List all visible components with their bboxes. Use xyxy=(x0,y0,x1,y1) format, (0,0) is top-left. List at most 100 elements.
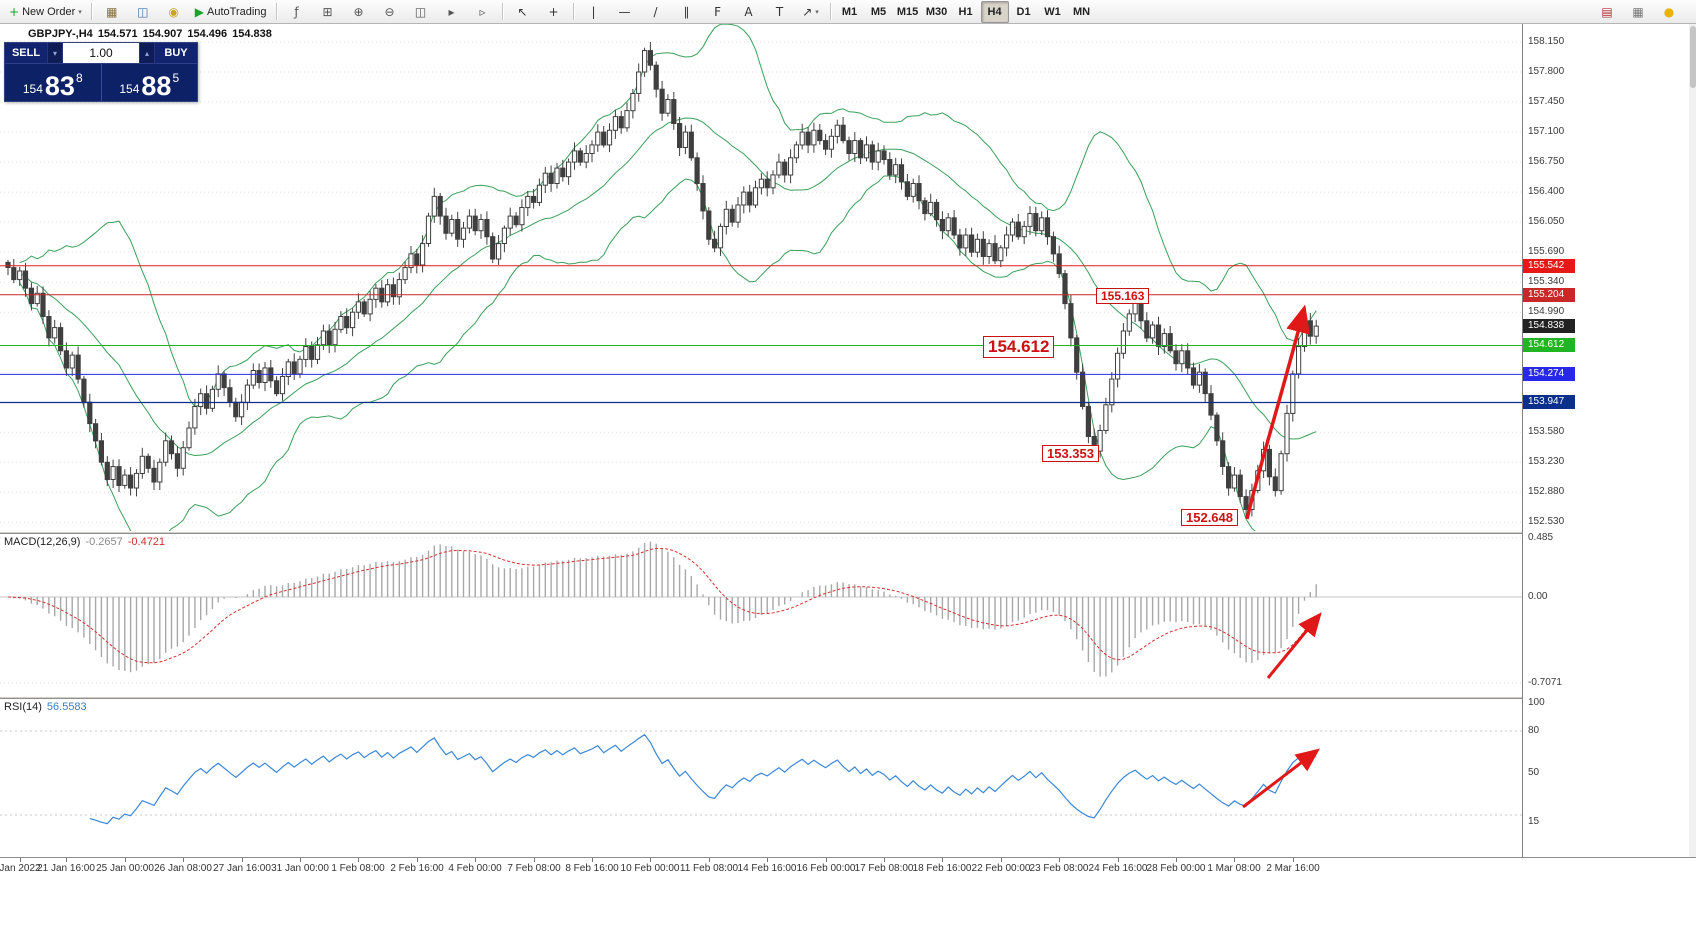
macd-name-label: MACD(12,26,9) xyxy=(4,536,81,548)
dropdown-arrow-icon: ▾ xyxy=(78,7,82,16)
chart-shift-button[interactable]: ▹ xyxy=(468,1,498,23)
time-axis[interactable]: Jan 2022 21 Jan 16:00 25 Jan 00:00 26 Jan 0… xyxy=(0,857,1696,880)
news-icon: ▤ xyxy=(1601,4,1613,19)
channel-button[interactable]: ∥ xyxy=(672,1,702,23)
time-tick xyxy=(20,858,21,862)
tf-m5-button[interactable]: M5 xyxy=(865,1,893,23)
time-tick-label: 27 Jan 16:00 xyxy=(213,863,271,874)
tf-m30-button[interactable]: M30 xyxy=(923,1,951,23)
time-tick-label: 7 Feb 08:00 xyxy=(507,863,561,874)
time-tick xyxy=(358,858,359,862)
crosshair-button[interactable]: + xyxy=(539,1,569,23)
horizontal-line-button[interactable]: — xyxy=(610,1,640,23)
tf-h4-button[interactable]: H4 xyxy=(980,0,1009,23)
buy-button[interactable]: BUY xyxy=(155,43,197,63)
alerts-button[interactable]: ◉ xyxy=(159,1,189,23)
bid-price[interactable]: 154 83 8 xyxy=(5,64,102,101)
one-click-trading-widget[interactable]: SELL ▾ 1.00 ▴ BUY 154 83 8 154 88 5 xyxy=(4,42,198,102)
price-tick-label: 156.400 xyxy=(1528,186,1565,197)
time-tick-label: 1 Feb 08:00 xyxy=(331,863,385,874)
tile-windows-button[interactable]: ◫ xyxy=(406,1,436,23)
price-annotation[interactable]: 155.163 xyxy=(1096,288,1150,304)
price-annotation[interactable]: 153.353 xyxy=(1042,445,1099,462)
shapes-button[interactable]: ↗ ▾ xyxy=(796,1,826,23)
time-tick-label: 1 Mar 08:00 xyxy=(1207,863,1261,874)
notifications-button[interactable]: ● xyxy=(1654,1,1684,23)
profiles-button[interactable]: ◫ xyxy=(128,1,158,23)
ask-big-digits: 88 xyxy=(141,71,172,102)
ask-pip-digit: 5 xyxy=(172,71,180,85)
rsi-name-label: RSI(14) xyxy=(4,701,42,713)
time-tick xyxy=(66,858,67,862)
price-tick-label: 152.530 xyxy=(1528,516,1565,527)
news-button[interactable]: ▤ xyxy=(1592,1,1622,23)
tf-m1-button[interactable]: M1 xyxy=(836,1,864,23)
fibonacci-button[interactable]: F xyxy=(703,1,733,23)
time-tick-label: 14 Feb 16:00 xyxy=(737,863,797,874)
grid-button[interactable]: ⊞ xyxy=(313,1,343,23)
zoom-out-button[interactable]: ⊖ xyxy=(375,1,405,23)
time-tick-label: 25 Jan 00:00 xyxy=(96,863,154,874)
trendline-button[interactable]: / xyxy=(641,1,671,23)
price-tick-label: 156.750 xyxy=(1528,156,1565,167)
vertical-scrollbar[interactable] xyxy=(1688,24,1696,857)
volume-spinner-icon[interactable]: ▴ xyxy=(139,43,155,63)
sell-button[interactable]: SELL xyxy=(5,43,47,63)
time-tick xyxy=(534,858,535,862)
price-tick-label: 153.230 xyxy=(1528,456,1565,467)
time-tick xyxy=(592,858,593,862)
chart-open-value: 154.571 xyxy=(97,28,138,40)
new-order-button[interactable]: + New Order ▾ xyxy=(4,1,87,23)
time-tick xyxy=(650,858,651,862)
price-marker: 153.947 xyxy=(1523,395,1575,409)
tf-m15-button[interactable]: M15 xyxy=(894,1,922,23)
tile-windows-icon: ◫ xyxy=(414,4,427,19)
panel-divider[interactable] xyxy=(0,696,1696,699)
ask-price[interactable]: 154 88 5 xyxy=(102,64,198,101)
auto-scroll-button[interactable]: ▸ xyxy=(437,1,467,23)
chart-shift-icon: ▹ xyxy=(479,4,486,19)
tf-d1-button[interactable]: D1 xyxy=(1010,1,1038,23)
autotrading-button[interactable]: ▶ AutoTrading xyxy=(190,1,272,23)
rsi-canvas[interactable] xyxy=(0,699,1522,856)
price-axis[interactable]: 158.150 157.800 157.450 157.100 156.750 156.4… xyxy=(1522,24,1689,857)
profiles-icon: ◫ xyxy=(137,4,149,19)
tf-h1-button[interactable]: H1 xyxy=(952,1,980,23)
tf-mn-button[interactable]: MN xyxy=(1068,1,1096,23)
calendar-button[interactable]: ▦ xyxy=(1623,1,1653,23)
label-button[interactable]: T xyxy=(765,1,795,23)
main-chart-canvas[interactable] xyxy=(0,24,1522,531)
price-tick-label: 158.150 xyxy=(1528,36,1565,47)
rsi-axis-label: 100 xyxy=(1528,697,1545,708)
dropdown-arrow-icon: ▾ xyxy=(815,7,819,16)
charts-button[interactable]: ▦ xyxy=(97,1,127,23)
autotrading-play-icon: ▶ xyxy=(194,4,204,19)
vertical-line-button[interactable]: | xyxy=(579,1,609,23)
time-tick-label: 2 Mar 16:00 xyxy=(1266,863,1320,874)
scrollbar-thumb[interactable] xyxy=(1690,26,1696,88)
cursor-button[interactable]: ↖ xyxy=(508,1,538,23)
new-order-button-label: New Order xyxy=(22,5,76,18)
volume-input[interactable]: 1.00 xyxy=(63,43,139,63)
panel-divider[interactable] xyxy=(0,531,1696,534)
price-tick-label: 157.800 xyxy=(1528,66,1565,77)
macd-axis-label: 0.485 xyxy=(1528,532,1554,543)
time-tick xyxy=(1118,858,1119,862)
price-tick-label: 155.340 xyxy=(1528,276,1565,287)
macd-value-label: -0.2657 xyxy=(85,536,123,548)
bid-prefix: 154 xyxy=(22,82,43,96)
sell-dropdown-icon[interactable]: ▾ xyxy=(47,43,63,63)
toolbar-separator xyxy=(90,3,93,20)
macd-canvas[interactable] xyxy=(0,534,1522,696)
indicators-button[interactable]: ƒ xyxy=(282,1,312,23)
price-annotation[interactable]: 154.612 xyxy=(983,336,1055,358)
price-annotation[interactable]: 152.648 xyxy=(1181,509,1238,526)
calendar-icon: ▦ xyxy=(1632,4,1644,19)
zoom-in-button[interactable]: ⊕ xyxy=(344,1,374,23)
tf-d1-button-label: D1 xyxy=(1016,5,1031,18)
time-tick-label: 2 Feb 16:00 xyxy=(390,863,444,874)
tf-h4-button-label: H4 xyxy=(987,5,1002,18)
tf-w1-button[interactable]: W1 xyxy=(1039,1,1067,23)
text-button[interactable]: A xyxy=(734,1,764,23)
chart-window-icon: ▦ xyxy=(106,4,118,19)
